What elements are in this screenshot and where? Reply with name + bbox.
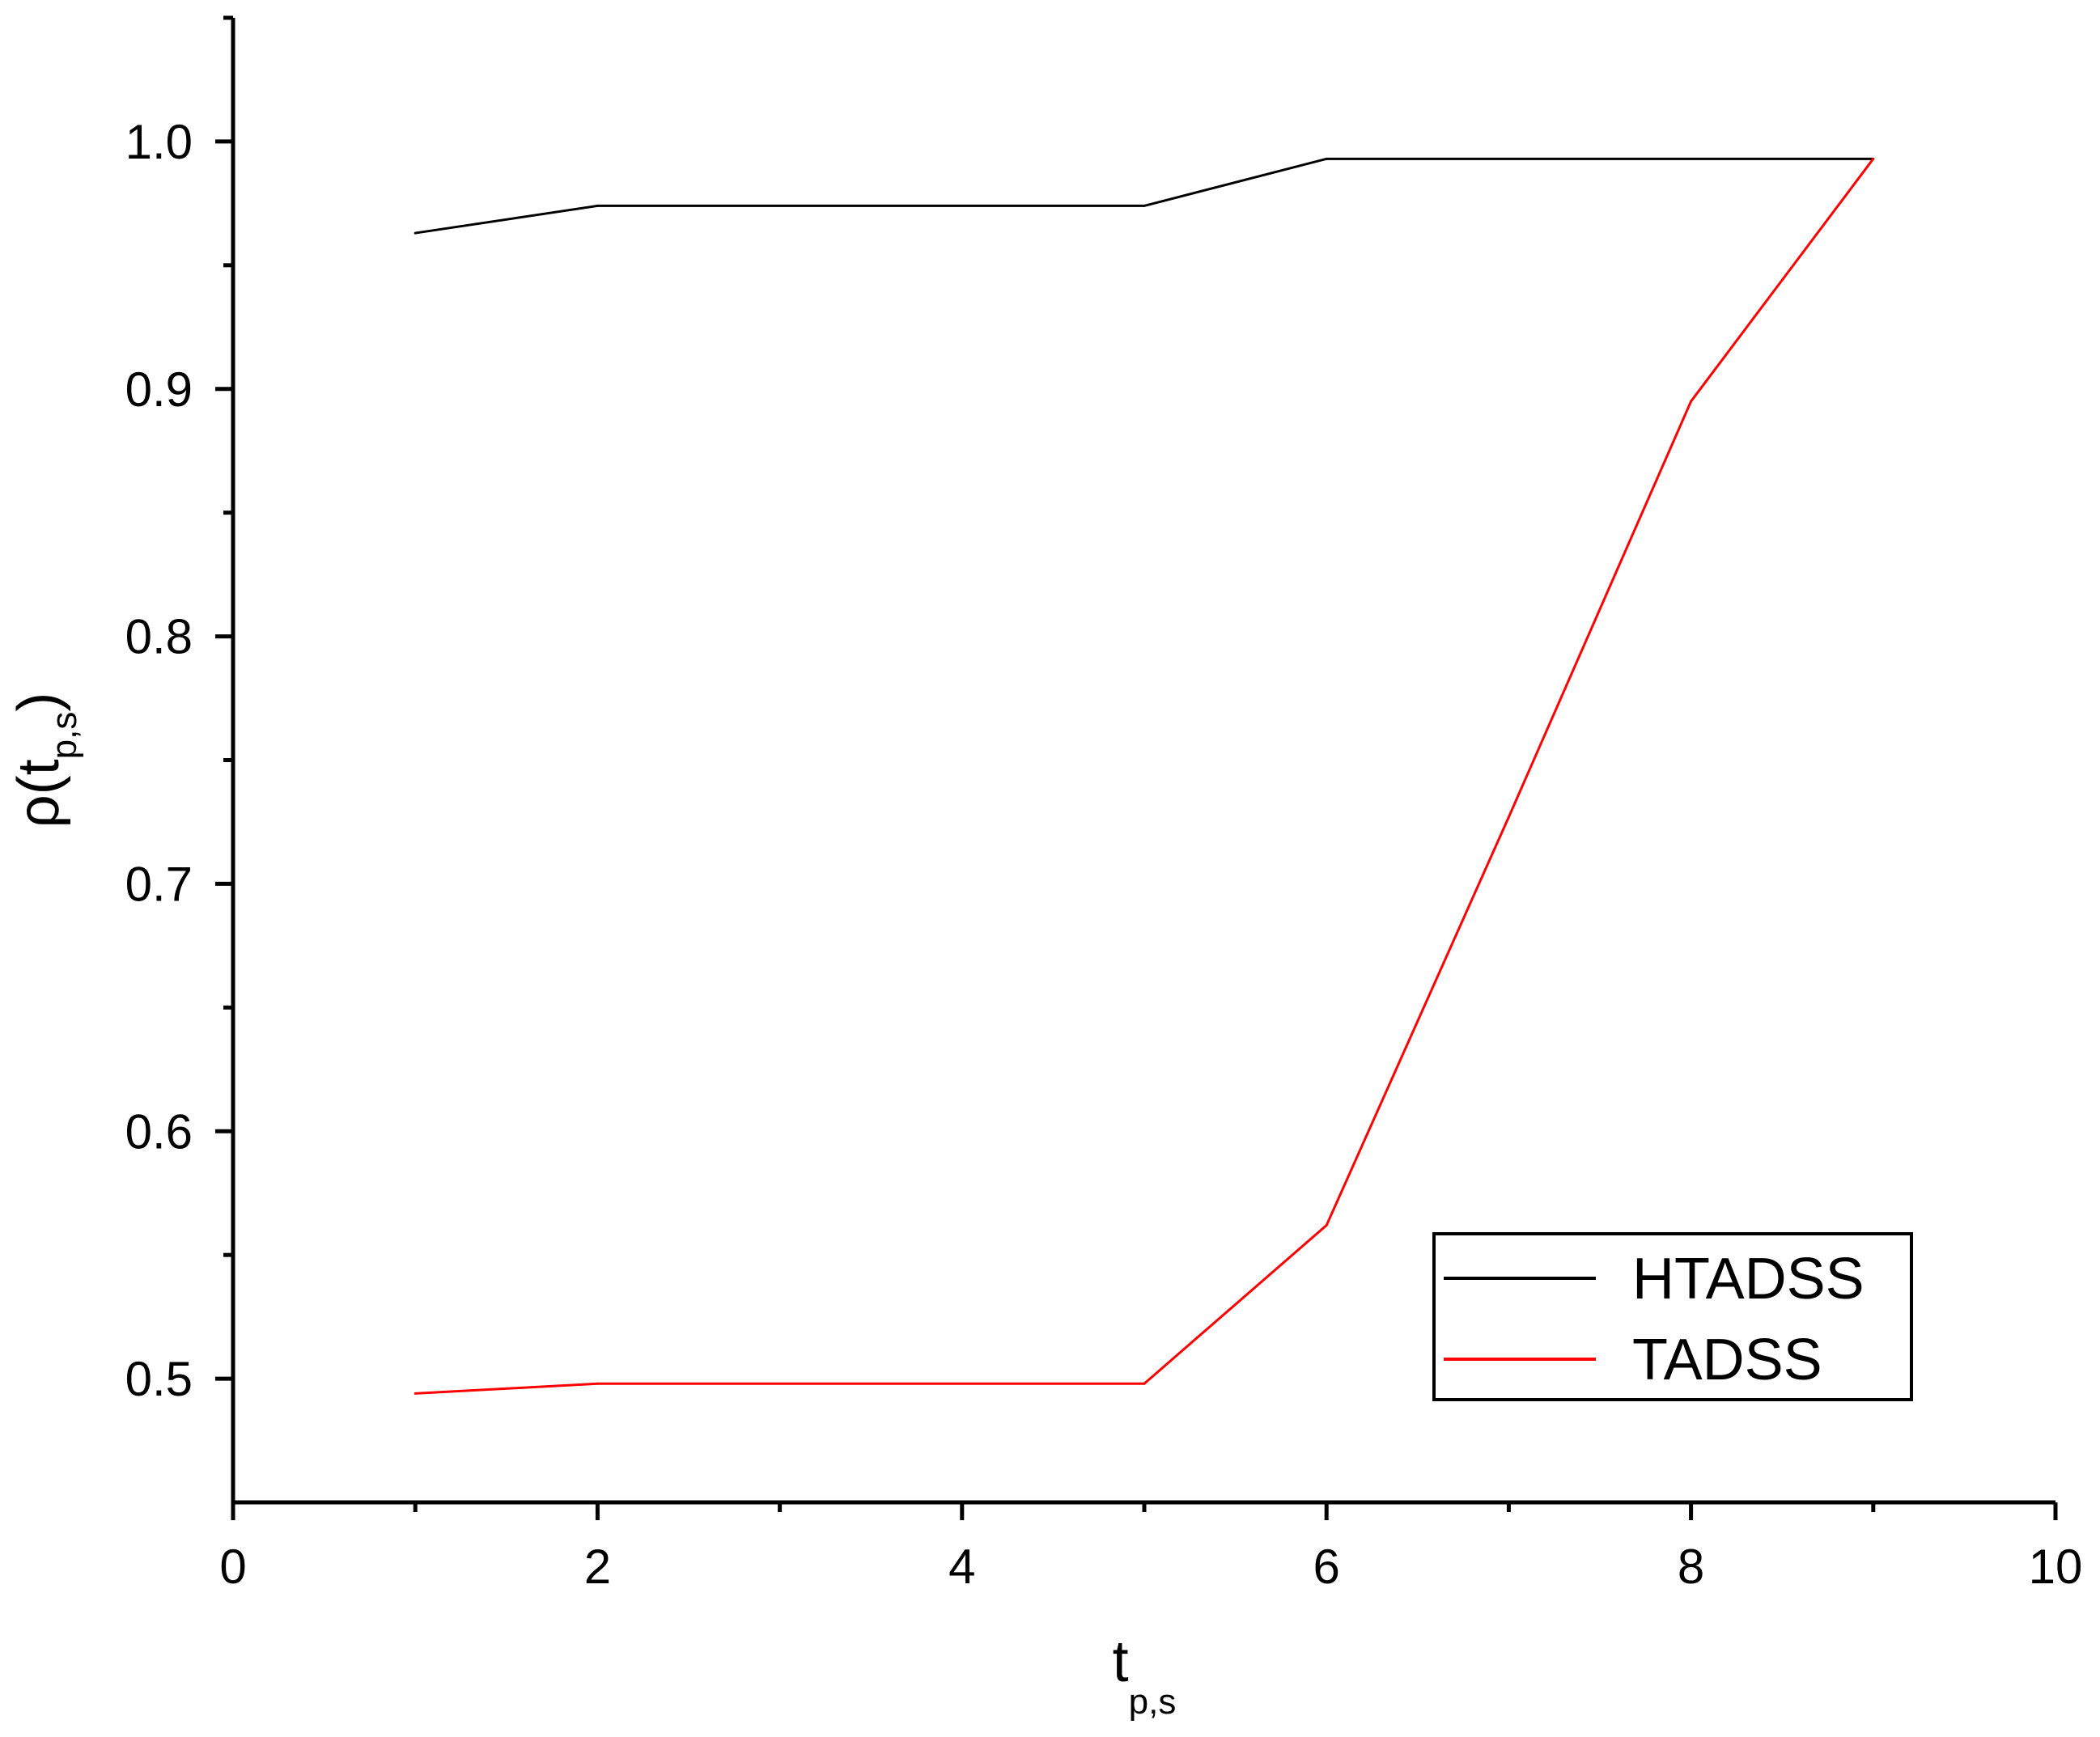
data-point-tadss bbox=[1872, 157, 1875, 160]
y-tick-label: 0.8 bbox=[125, 610, 193, 664]
series-layer bbox=[414, 157, 1875, 1395]
series-line-tadss bbox=[415, 158, 1874, 1395]
x-axis-label: tp,s bbox=[1113, 1629, 1177, 1722]
series-line-htadss bbox=[414, 157, 1873, 235]
data-point-tadss bbox=[414, 1392, 417, 1395]
x-tick-label: 8 bbox=[1678, 1540, 1704, 1594]
data-point-htadss bbox=[1325, 157, 1328, 160]
data-point-tadss bbox=[1690, 400, 1693, 403]
legend-label-htadss: HTADSS bbox=[1632, 1247, 1865, 1311]
x-axis-label-sub: p,s bbox=[1129, 1682, 1177, 1722]
y-axis-label-suffix: ) bbox=[6, 693, 71, 712]
data-point-htadss bbox=[414, 231, 417, 235]
x-tick-label: 2 bbox=[584, 1540, 611, 1594]
data-point-htadss bbox=[1143, 204, 1146, 207]
data-point-tadss bbox=[1143, 1382, 1146, 1385]
data-point-tadss bbox=[596, 1382, 599, 1385]
x-tick-label: 10 bbox=[2029, 1540, 2083, 1594]
data-point-htadss bbox=[596, 204, 599, 207]
y-axis-label: ρ(tp,s) bbox=[6, 693, 84, 828]
legend: HTADSS TADSS bbox=[1432, 1232, 1913, 1401]
y-tick-label: 0.5 bbox=[125, 1352, 193, 1406]
legend-box bbox=[1432, 1232, 1913, 1401]
y-tick-label: 0.9 bbox=[125, 362, 193, 417]
axis-titles: tp,s ρ(tp,s) bbox=[6, 693, 1176, 1722]
y-tick-label: 0.7 bbox=[125, 857, 193, 911]
data-point-tadss bbox=[1507, 816, 1510, 819]
x-tick-label: 4 bbox=[948, 1540, 975, 1594]
y-tick-label: 1.0 bbox=[125, 115, 193, 169]
x-tick-label: 6 bbox=[1313, 1540, 1340, 1594]
data-point-tadss bbox=[1325, 1223, 1328, 1226]
legend-label-tadss: TADSS bbox=[1632, 1328, 1822, 1392]
y-tick-label: 0.6 bbox=[125, 1104, 193, 1159]
y-axis-label-sub: p,s bbox=[45, 712, 84, 760]
axis-ticks: 0 2 4 6 8 10 0.5 0.6 0.7 0.8 0.9 1.0 bbox=[125, 15, 2083, 1594]
x-tick-label: 0 bbox=[219, 1540, 246, 1594]
x-axis-label-main: t bbox=[1113, 1629, 1129, 1694]
y-axis-label-prefix: ρ(t bbox=[6, 759, 71, 828]
